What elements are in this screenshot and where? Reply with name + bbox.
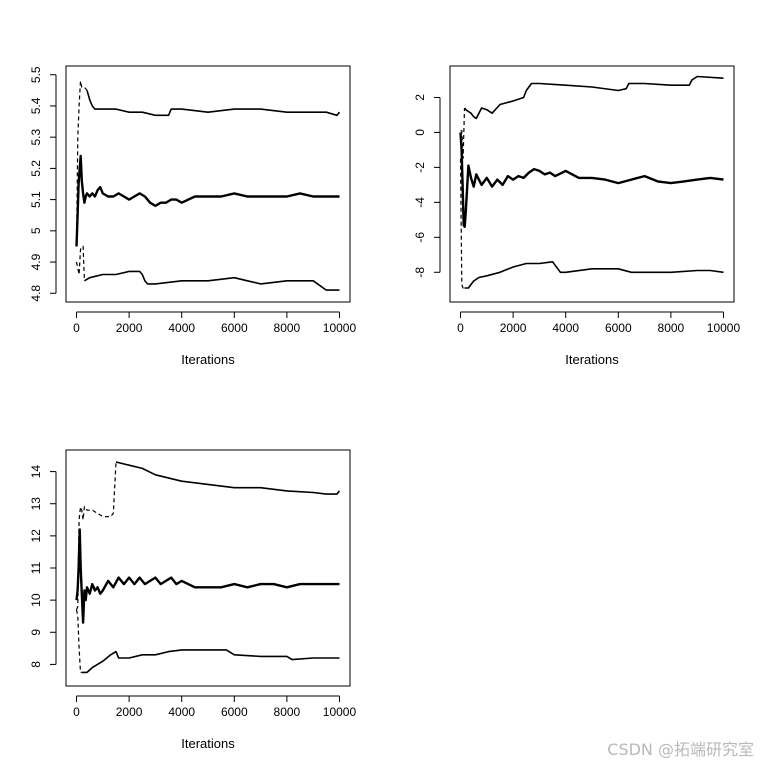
series-upper-line — [463, 75, 724, 120]
x-tick-label: 10000 — [323, 705, 357, 719]
y-tick-label: 5.4 — [29, 97, 43, 114]
y-tick-label: 4.8 — [29, 285, 43, 302]
x-tick-label: 0 — [457, 321, 464, 335]
y-tick-label: 11 — [29, 561, 43, 574]
x-tick-label: 2000 — [500, 321, 527, 335]
y-tick-label: -6 — [413, 232, 427, 243]
x-tick-label: 4000 — [552, 321, 579, 335]
x-tick-label: 6000 — [221, 321, 248, 335]
x-axis-label: Iterations — [565, 352, 619, 367]
y-tick-label: 14 — [29, 465, 43, 479]
y-tick-label: 9 — [29, 629, 43, 636]
x-tick-label: 2000 — [116, 321, 143, 335]
x-tick-label: 10000 — [323, 321, 357, 335]
series-mean-line — [75, 154, 340, 247]
y-tick-label: 8 — [29, 661, 43, 668]
series-lower-line — [83, 270, 340, 291]
series-lower-line — [81, 649, 340, 674]
series-upper-line — [115, 461, 341, 495]
watermark: CSDN @拓端研究室 — [607, 740, 754, 759]
y-tick-label: 5.3 — [29, 129, 43, 146]
x-tick-label: 6000 — [221, 705, 248, 719]
y-tick-label: 5 — [29, 227, 43, 234]
x-tick-label: 8000 — [658, 321, 685, 335]
x-tick-label: 0 — [73, 321, 80, 335]
x-tick-label: 8000 — [274, 321, 301, 335]
plot-frame — [65, 65, 351, 303]
x-tick-label: 10000 — [707, 321, 741, 335]
panel-2-upper-right: 0 2000 4000 6000 8000 10000 Iterations -8 -6 -4 -2… — [413, 65, 741, 367]
series-lower-line — [464, 261, 724, 289]
series-upper-dashed — [75, 80, 88, 247]
series-mean-line — [75, 528, 340, 624]
series-mean-line — [459, 132, 724, 228]
x-tick-label: 2000 — [116, 705, 143, 719]
series-lower-dashed — [75, 245, 85, 281]
panel-1-upper-left: 0 2000 4000 6000 8000 10000 Iterations 4.8 4.9 5 5… — [29, 65, 357, 367]
y-tick-label: 13 — [29, 497, 43, 511]
y-tick-label: 0 — [413, 129, 427, 136]
x-tick-label: 4000 — [168, 321, 195, 335]
x-tick-label: 8000 — [274, 705, 301, 719]
y-tick-label: 2 — [413, 94, 427, 101]
y-tick-label: 5.2 — [29, 160, 43, 177]
panel-3-lower-left: 0 2000 4000 6000 8000 10000 Iterations 8 9 10 11 12… — [29, 449, 357, 751]
series-upper-line — [86, 90, 341, 117]
x-tick-label: 0 — [73, 705, 80, 719]
x-tick-label: 6000 — [605, 321, 632, 335]
x-axis-label: Iterations — [181, 352, 235, 367]
series-lower-dashed — [459, 158, 465, 289]
y-tick-label: -8 — [413, 267, 427, 278]
y-tick-label: -2 — [413, 162, 427, 173]
series-upper-dashed — [460, 107, 466, 159]
y-tick-label: 5.1 — [29, 191, 43, 208]
y-tick-label: 10 — [29, 593, 43, 607]
y-tick-label: 4.9 — [29, 253, 43, 270]
y-tick-label: 5.5 — [29, 66, 43, 83]
plot-frame — [449, 65, 735, 303]
x-tick-label: 4000 — [168, 705, 195, 719]
series-lower-dashed — [75, 609, 82, 673]
plot-frame — [65, 449, 351, 687]
y-tick-label: 12 — [29, 529, 43, 543]
y-tick-label: -4 — [413, 197, 427, 208]
x-axis-label: Iterations — [181, 736, 235, 751]
